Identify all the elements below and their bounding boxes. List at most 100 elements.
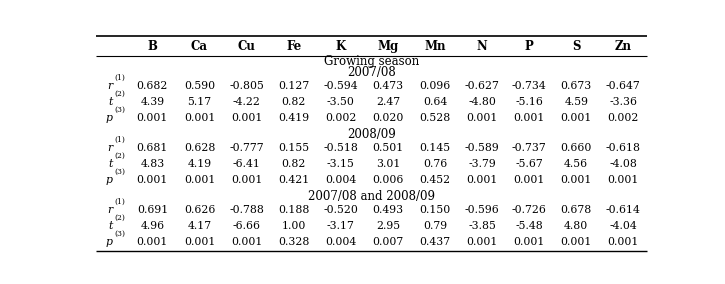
Text: 1.00: 1.00 <box>281 221 306 231</box>
Text: 4.59: 4.59 <box>564 97 588 107</box>
Text: 0.528: 0.528 <box>419 114 450 124</box>
Text: (3): (3) <box>115 168 125 176</box>
Text: 0.001: 0.001 <box>560 114 592 124</box>
Text: -4.04: -4.04 <box>610 221 637 231</box>
Text: (1): (1) <box>115 135 125 143</box>
Text: 0.096: 0.096 <box>419 81 450 91</box>
Text: -3.85: -3.85 <box>468 221 496 231</box>
Text: 0.001: 0.001 <box>184 237 215 247</box>
Text: (3): (3) <box>115 230 125 238</box>
Text: 0.437: 0.437 <box>419 237 450 247</box>
Text: 2.95: 2.95 <box>376 221 400 231</box>
Text: -0.594: -0.594 <box>323 81 358 91</box>
Text: -3.36: -3.36 <box>609 97 637 107</box>
Text: 0.678: 0.678 <box>560 205 592 215</box>
Text: 0.001: 0.001 <box>466 114 498 124</box>
Text: r: r <box>107 143 112 153</box>
Text: -0.618: -0.618 <box>606 143 641 153</box>
Text: 0.001: 0.001 <box>513 114 544 124</box>
Text: K: K <box>336 40 346 53</box>
Text: 2.47: 2.47 <box>376 97 400 107</box>
Text: -0.589: -0.589 <box>465 143 500 153</box>
Text: t: t <box>108 221 112 231</box>
Text: 2008/09: 2008/09 <box>347 128 396 141</box>
Text: Mg: Mg <box>377 40 399 53</box>
Text: 0.628: 0.628 <box>184 143 215 153</box>
Text: r: r <box>107 81 112 91</box>
Text: -0.788: -0.788 <box>229 205 264 215</box>
Text: 4.19: 4.19 <box>188 159 212 169</box>
Text: Zn: Zn <box>615 40 631 53</box>
Text: 0.001: 0.001 <box>184 114 215 124</box>
Text: -4.08: -4.08 <box>610 159 637 169</box>
Text: 4.56: 4.56 <box>564 159 588 169</box>
Text: 0.004: 0.004 <box>325 237 357 247</box>
Text: (2): (2) <box>115 214 125 222</box>
Text: 0.001: 0.001 <box>560 176 592 185</box>
Text: 3.01: 3.01 <box>376 159 400 169</box>
Text: -0.805: -0.805 <box>229 81 264 91</box>
Text: 0.002: 0.002 <box>608 114 639 124</box>
Text: 0.001: 0.001 <box>608 176 639 185</box>
Text: 0.001: 0.001 <box>466 237 498 247</box>
Text: -0.726: -0.726 <box>512 205 547 215</box>
Text: 0.001: 0.001 <box>137 176 168 185</box>
Text: p: p <box>106 237 112 247</box>
Text: 0.501: 0.501 <box>372 143 404 153</box>
Text: 0.001: 0.001 <box>231 237 262 247</box>
Text: 0.001: 0.001 <box>513 237 544 247</box>
Text: -0.777: -0.777 <box>229 143 264 153</box>
Text: 0.145: 0.145 <box>419 143 450 153</box>
Text: 0.691: 0.691 <box>137 205 168 215</box>
Text: 2007/08: 2007/08 <box>347 66 396 79</box>
Text: 0.001: 0.001 <box>231 176 262 185</box>
Text: -3.79: -3.79 <box>468 159 496 169</box>
Text: 0.673: 0.673 <box>560 81 592 91</box>
Text: -0.520: -0.520 <box>323 205 358 215</box>
Text: 0.590: 0.590 <box>184 81 215 91</box>
Text: 0.64: 0.64 <box>423 97 447 107</box>
Text: Ca: Ca <box>191 40 208 53</box>
Text: -6.41: -6.41 <box>233 159 260 169</box>
Text: -0.737: -0.737 <box>512 143 547 153</box>
Text: -3.15: -3.15 <box>327 159 355 169</box>
Text: 0.682: 0.682 <box>137 81 168 91</box>
Text: -0.647: -0.647 <box>606 81 641 91</box>
Text: 0.001: 0.001 <box>560 237 592 247</box>
Text: t: t <box>108 97 112 107</box>
Text: 5.17: 5.17 <box>188 97 212 107</box>
Text: 0.473: 0.473 <box>373 81 403 91</box>
Text: (2): (2) <box>115 90 125 98</box>
Text: 0.006: 0.006 <box>372 176 404 185</box>
Text: 0.020: 0.020 <box>372 114 404 124</box>
Text: (1): (1) <box>115 197 125 205</box>
Text: -5.67: -5.67 <box>515 159 543 169</box>
Text: 0.001: 0.001 <box>513 176 544 185</box>
Text: p: p <box>106 114 112 124</box>
Text: -4.80: -4.80 <box>468 97 496 107</box>
Text: Growing season: Growing season <box>324 55 419 68</box>
Text: 0.127: 0.127 <box>278 81 310 91</box>
Text: t: t <box>108 159 112 169</box>
Text: 0.421: 0.421 <box>278 176 310 185</box>
Text: (1): (1) <box>115 74 125 82</box>
Text: -3.17: -3.17 <box>327 221 355 231</box>
Text: 0.626: 0.626 <box>184 205 215 215</box>
Text: -5.16: -5.16 <box>515 97 543 107</box>
Text: 0.155: 0.155 <box>278 143 310 153</box>
Text: 0.150: 0.150 <box>419 205 450 215</box>
Text: Cu: Cu <box>238 40 255 53</box>
Text: 0.001: 0.001 <box>184 176 215 185</box>
Text: 0.79: 0.79 <box>423 221 447 231</box>
Text: 0.002: 0.002 <box>325 114 357 124</box>
Text: r: r <box>107 205 112 215</box>
Text: 2007/08 and 2008/09: 2007/08 and 2008/09 <box>308 190 435 203</box>
Text: 4.83: 4.83 <box>140 159 165 169</box>
Text: 0.82: 0.82 <box>281 97 306 107</box>
Text: (2): (2) <box>115 152 125 160</box>
Text: 0.001: 0.001 <box>466 176 498 185</box>
Text: -0.734: -0.734 <box>512 81 547 91</box>
Text: N: N <box>476 40 487 53</box>
Text: 0.001: 0.001 <box>608 237 639 247</box>
Text: 0.001: 0.001 <box>137 237 168 247</box>
